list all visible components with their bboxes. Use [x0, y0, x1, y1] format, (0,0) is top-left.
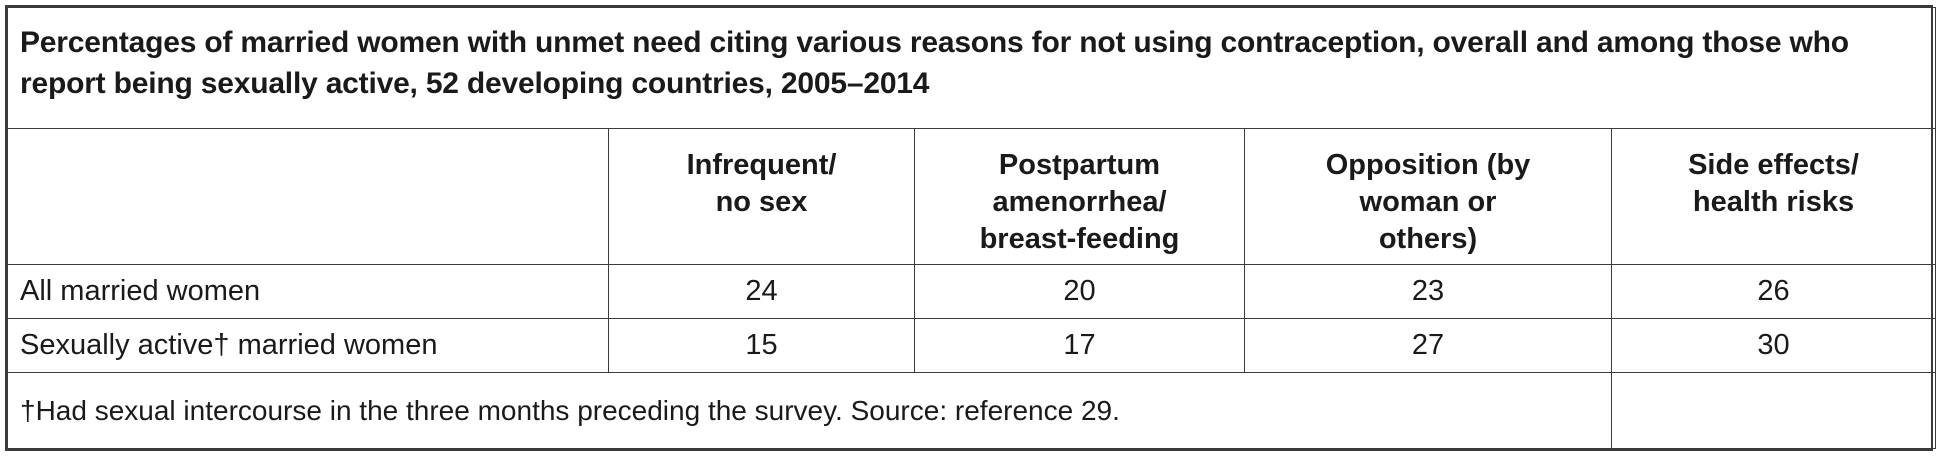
column-header-line: breast-feeding — [979, 223, 1180, 255]
table-cell: 30 — [1610, 318, 1937, 373]
column-header-line: amenorrhea/ — [992, 186, 1167, 218]
source-label: Source: — [850, 394, 948, 426]
column-header-line: Infrequent/ — [686, 149, 837, 181]
table-cell: 24 — [608, 264, 915, 319]
column-header-line: others) — [1378, 223, 1478, 255]
column-header-line: Opposition (by — [1325, 149, 1531, 181]
data-table: Percentages of married women with unmet … — [6, 7, 1937, 449]
column-header-line: no sex — [715, 186, 808, 218]
table-frame: Percentages of married women with unmet … — [5, 5, 1937, 451]
table-cell: 15 — [608, 318, 915, 373]
column-header-line: woman or — [1359, 186, 1497, 218]
table-cell: 20 — [914, 264, 1245, 319]
source-text: reference 29. — [954, 394, 1120, 426]
footnote-row: †Had sexual intercourse in the three mon… — [7, 372, 1937, 449]
footnote-note: †Had sexual intercourse in the three mon… — [20, 394, 843, 426]
table-cell: 17 — [914, 318, 1245, 373]
column-header-infrequent-sex: Infrequent/ no sex — [608, 128, 915, 265]
footnote: †Had sexual intercourse in the three mon… — [7, 372, 1612, 449]
table-title: Percentages of married women with unmet … — [6, 7, 1937, 129]
table-row: Sexually active† married women 15 17 27 … — [7, 318, 1937, 373]
table-row: All married women 24 20 23 26 — [7, 264, 1937, 319]
table-cell: 27 — [1244, 318, 1612, 373]
column-header-line: health risks — [1692, 186, 1855, 218]
header-blank-cell — [7, 128, 609, 265]
column-header-side-effects: Side effects/ health risks — [1610, 128, 1937, 265]
table-cell: 23 — [1244, 264, 1612, 319]
table-cell: 26 — [1610, 264, 1937, 319]
column-header-opposition: Opposition (by woman or others) — [1244, 128, 1612, 265]
header-row: Infrequent/ no sex Postpartum amenorrhea… — [7, 128, 1937, 265]
footnote-empty-cell — [1610, 372, 1937, 449]
column-header-line: Side effects/ — [1688, 149, 1859, 181]
row-label: All married women — [7, 264, 609, 319]
column-header-line: Postpartum — [998, 149, 1161, 181]
row-label: Sexually active† married women — [7, 318, 609, 373]
column-header-postpartum: Postpartum amenorrhea/ breast-feeding — [914, 128, 1245, 265]
